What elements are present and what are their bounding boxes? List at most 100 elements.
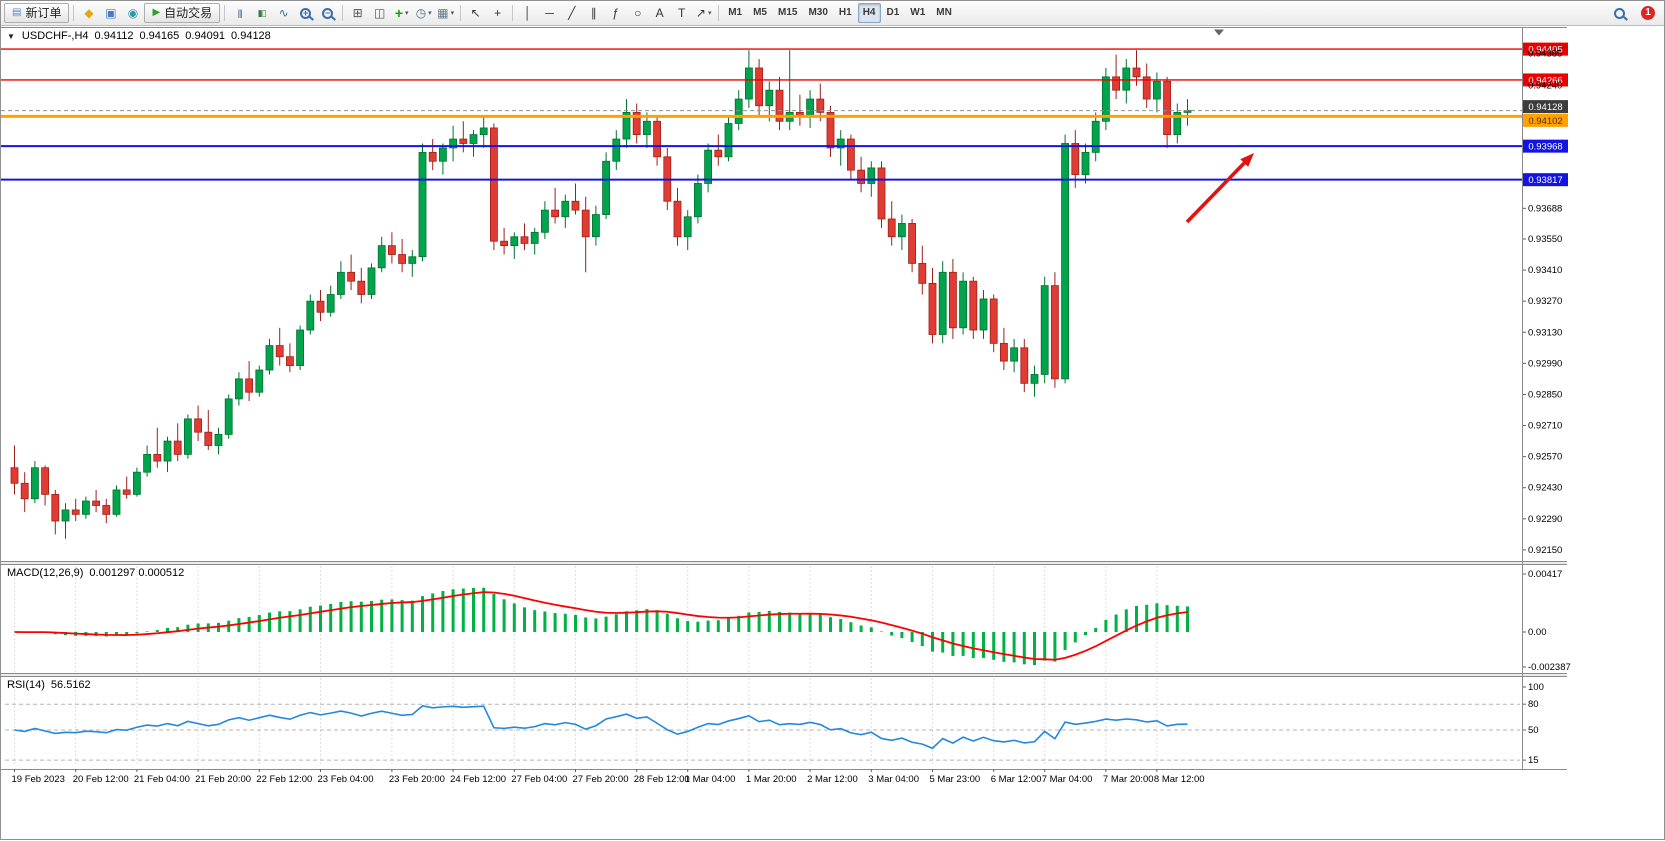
time-tick-label: 23 Feb 04:00 bbox=[318, 774, 374, 785]
notification-badge[interactable]: 1 bbox=[1631, 3, 1661, 23]
timeframe-h1[interactable]: H1 bbox=[838, 7, 852, 18]
macd-axis-label: 0.00 bbox=[1528, 627, 1547, 638]
time-tick-label: 7 Mar 20:00 bbox=[1103, 774, 1154, 785]
candle-body bbox=[694, 183, 702, 218]
candle-body bbox=[153, 453, 162, 462]
arrow-annotation-head[interactable] bbox=[1240, 153, 1254, 167]
new-order-button[interactable]: ▤ 新订单 bbox=[4, 3, 70, 23]
tile-windows-icon[interactable]: ⊞ bbox=[347, 3, 368, 23]
label-icon[interactable]: T bbox=[671, 3, 692, 23]
symbols-icon[interactable]: ◆ bbox=[78, 3, 99, 23]
timeframe-mn[interactable]: MN bbox=[936, 7, 952, 18]
dropdown-caret-icon[interactable]: ▾ bbox=[428, 9, 432, 17]
fibonacci-icon[interactable]: ƒ bbox=[605, 3, 626, 23]
candle-body bbox=[377, 245, 386, 269]
candle-body bbox=[204, 431, 213, 446]
timeframe-w1[interactable]: W1 bbox=[910, 7, 926, 18]
rsi-axis-label: 100 bbox=[1528, 682, 1544, 693]
candle-body bbox=[173, 440, 182, 455]
line-chart-icon[interactable]: ∿ bbox=[273, 3, 294, 23]
candle-body bbox=[20, 482, 29, 500]
timeframe-h4[interactable]: H4 bbox=[857, 3, 881, 23]
arrows-icon[interactable]: ↗ ▾ bbox=[693, 3, 714, 23]
candle-body bbox=[1163, 80, 1171, 136]
timeframe-m15[interactable]: M15 bbox=[778, 7, 798, 18]
search-icon-glyph bbox=[1614, 7, 1625, 19]
time-tick-label: 5 Mar 23:00 bbox=[930, 774, 981, 785]
search-icon[interactable] bbox=[1609, 3, 1630, 23]
candle-body bbox=[143, 453, 152, 473]
candle-body bbox=[520, 236, 529, 244]
timeframe-d1[interactable]: D1 bbox=[886, 7, 900, 18]
time-tick-label: 28 Feb 12:00 bbox=[634, 774, 690, 785]
candle-body bbox=[653, 120, 661, 158]
time-tick-label: 1 Mar 20:00 bbox=[746, 774, 797, 785]
ellipse-icon[interactable]: ○ bbox=[627, 3, 648, 23]
bar-chart-icon[interactable]: ||| bbox=[229, 3, 250, 23]
line-chart-icon-glyph: ∿ bbox=[278, 6, 289, 20]
dropdown-caret-icon[interactable]: ▾ bbox=[707, 9, 712, 17]
zoom-out-icon[interactable]: − bbox=[317, 3, 338, 23]
channel-icon[interactable]: ∥ bbox=[583, 3, 604, 23]
candle-body bbox=[1081, 151, 1090, 175]
price-tick-label: 0.93688 bbox=[1528, 203, 1562, 214]
dropdown-caret-icon[interactable]: ▾ bbox=[450, 9, 455, 17]
candle-body bbox=[734, 98, 743, 124]
candle-body bbox=[459, 138, 468, 144]
horizontal-line-icon[interactable]: ─ bbox=[539, 3, 560, 23]
candle-body bbox=[255, 369, 264, 393]
navigator-icon[interactable]: ◉ bbox=[122, 3, 143, 23]
chart-expand-icon[interactable]: ▼ bbox=[7, 31, 15, 41]
toolbar-sep bbox=[718, 5, 720, 21]
dropdown-caret-icon[interactable]: ▾ bbox=[405, 9, 409, 17]
cursor-icon[interactable]: ↖ bbox=[465, 3, 486, 23]
macd-signal-line bbox=[14, 591, 1188, 661]
macd-axis-label: 0.00417 bbox=[1528, 569, 1562, 580]
chart-open-value: 0.94112 bbox=[94, 30, 134, 42]
templates-icon[interactable]: ▦ ▾ bbox=[435, 3, 456, 23]
timeframe-m30[interactable]: M30 bbox=[808, 7, 828, 18]
vertical-line-icon[interactable]: │ bbox=[517, 3, 538, 23]
candle-body bbox=[643, 120, 651, 136]
candle-body bbox=[969, 280, 978, 331]
candle-body bbox=[857, 169, 865, 184]
timeframe-m5[interactable]: M5 bbox=[753, 7, 767, 18]
arrow-annotation-shaft[interactable] bbox=[1185, 161, 1246, 224]
time-tick-label: 27 Feb 20:00 bbox=[573, 774, 629, 785]
candle-body bbox=[816, 98, 825, 113]
rsi-axis-label: 50 bbox=[1528, 725, 1539, 736]
timeframe-m1[interactable]: M1 bbox=[728, 7, 743, 18]
auto-trading-button[interactable]: ▶ 自动交易 bbox=[144, 3, 221, 23]
candle-body bbox=[367, 267, 376, 295]
label-icon-glyph: T bbox=[678, 6, 686, 20]
market-watch-icon[interactable]: ▣ bbox=[100, 3, 121, 23]
candle-body bbox=[336, 271, 345, 295]
cascade-windows-icon-glyph: ◫ bbox=[374, 6, 386, 20]
splitter-macd-rsi[interactable] bbox=[1, 673, 1567, 677]
indicators-icon[interactable]: + ▾ bbox=[391, 3, 412, 23]
zoom-out-icon-glyph: − bbox=[322, 7, 334, 19]
candle-body bbox=[234, 378, 243, 400]
text-icon-glyph: A bbox=[655, 6, 664, 20]
crosshair-icon[interactable]: + bbox=[487, 3, 508, 23]
main-toolbar: ▤ 新订单 ◆ ▣ ◉ ▶ 自动交易 ||| ▮▯ ∿ + − ⊞ ◫ + ▾ ◷ ▾ ▦ ▾ ↖ + │ ─ ╱ ∥ ƒ ○ A T ↗ ▾… bbox=[1, 1, 1664, 26]
candle-body bbox=[979, 298, 988, 331]
time-tick-label: 3 Mar 04:00 bbox=[868, 774, 919, 785]
chart-shift-marker[interactable] bbox=[1214, 29, 1224, 36]
periods-icon[interactable]: ◷ ▾ bbox=[413, 3, 434, 23]
candlestick-chart-icon[interactable]: ▮▯ bbox=[251, 3, 272, 23]
trendline-icon[interactable]: ╱ bbox=[561, 3, 582, 23]
candle-body bbox=[1102, 76, 1110, 122]
cascade-windows-icon[interactable]: ◫ bbox=[369, 3, 390, 23]
candle-body bbox=[1040, 285, 1049, 375]
candle-body bbox=[724, 123, 733, 158]
price-tick-label: 0.94240 bbox=[1528, 81, 1562, 92]
candle-body bbox=[224, 398, 233, 435]
arrows-icon-glyph: ↗ bbox=[695, 6, 706, 20]
zoom-in-icon[interactable]: + bbox=[295, 3, 316, 23]
text-icon[interactable]: A bbox=[649, 3, 670, 23]
chart-high-value: 0.94165 bbox=[139, 30, 180, 42]
price-badge-0.94266 bbox=[1523, 73, 1568, 87]
candle-body bbox=[928, 282, 937, 335]
splitter-main-macd[interactable] bbox=[1, 561, 1567, 565]
